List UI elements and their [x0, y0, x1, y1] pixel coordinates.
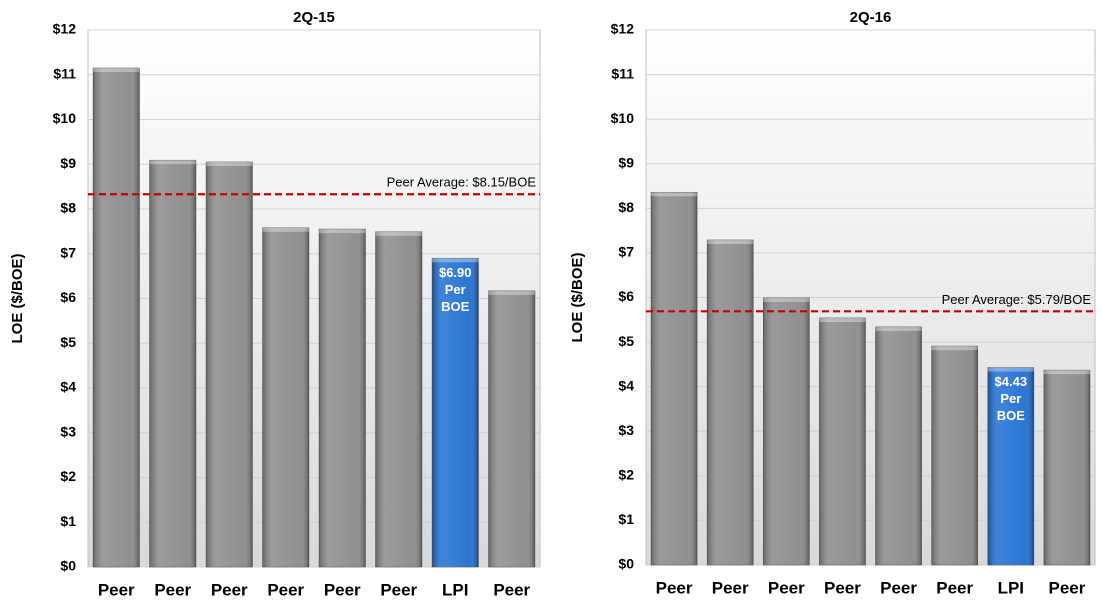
- x-tick-label: Peer: [154, 580, 191, 599]
- bar-shine: [1043, 370, 1090, 565]
- bar-cap: [707, 239, 754, 244]
- bar-shine: [432, 258, 479, 567]
- bar-shine: [707, 239, 754, 566]
- y-tick-label: $8: [618, 199, 634, 215]
- bar-cap: [819, 318, 866, 323]
- y-tick-label: $1: [60, 513, 76, 529]
- y-tick-label: $5: [60, 334, 76, 350]
- x-tick-label: Peer: [211, 580, 248, 599]
- bar-shine: [931, 346, 978, 565]
- y-tick-label: $9: [60, 155, 76, 171]
- y-tick-label: $3: [618, 422, 634, 438]
- x-tick-label: Peer: [824, 578, 861, 597]
- y-tick-label: $5: [618, 333, 634, 349]
- bar-cap: [93, 68, 140, 73]
- y-axis-label: LOE ($/BOE): [569, 252, 586, 342]
- bar-shine: [319, 229, 366, 567]
- bar-shine: [651, 192, 698, 566]
- bar-cap: [375, 231, 422, 236]
- value-label: $4.43 Per BOE: [994, 374, 1028, 424]
- x-tick-label: Peer: [98, 580, 135, 599]
- x-tick-label: Peer: [1049, 578, 1086, 597]
- bar-shine: [206, 162, 253, 567]
- bar-shine: [488, 290, 535, 567]
- x-tick-label: Peer: [712, 578, 749, 597]
- y-tick-label: $0: [60, 558, 76, 574]
- bar-cap: [987, 367, 1034, 372]
- y-tick-label: $7: [60, 244, 76, 260]
- bar-cap: [931, 346, 978, 351]
- y-axis-label: LOE ($/BOE): [9, 253, 26, 343]
- bar-cap: [319, 229, 366, 234]
- bar-cap: [875, 326, 922, 331]
- x-tick-label: Peer: [880, 578, 917, 597]
- value-label: $6.90 Per BOE: [438, 265, 472, 315]
- bar-shine: [262, 227, 309, 568]
- y-tick-label: $11: [53, 65, 76, 81]
- bar-shine: [875, 326, 922, 565]
- y-tick-label: $11: [611, 65, 634, 81]
- chart-title: 2Q-15: [293, 9, 335, 26]
- y-tick-label: $9: [618, 154, 634, 170]
- value-label-box: $4.43 Per BOE: [994, 374, 1028, 424]
- bar-cap: [488, 290, 535, 295]
- x-tick-label: Peer: [493, 580, 530, 599]
- y-tick-label: $10: [53, 110, 77, 126]
- y-tick-label: $2: [60, 468, 76, 484]
- y-tick-label: $0: [618, 556, 634, 572]
- bar-cap: [432, 258, 479, 263]
- y-tick-label: $12: [53, 21, 77, 37]
- y-tick-label: $2: [618, 467, 634, 483]
- bar-shine: [763, 297, 810, 565]
- value-label-box: $6.90 Per BOE: [438, 265, 472, 315]
- y-tick-label: $4: [60, 379, 76, 395]
- bar-shine: [987, 367, 1034, 565]
- bar-cap: [763, 297, 810, 302]
- reference-label: Peer Average: $8.15/BOE: [387, 175, 537, 190]
- bar-cap: [149, 160, 196, 165]
- x-tick-label: Peer: [380, 580, 417, 599]
- y-tick-label: $7: [618, 244, 634, 260]
- bar-shine: [819, 318, 866, 565]
- y-tick-label: $12: [611, 21, 635, 37]
- reference-label: Peer Average: $5.79/BOE: [942, 292, 1092, 307]
- bar-shine: [93, 68, 140, 567]
- x-tick-label: Peer: [768, 578, 805, 597]
- x-tick-label: LPI: [998, 578, 1024, 597]
- y-tick-label: $10: [611, 110, 635, 126]
- bar-cap: [651, 192, 698, 197]
- y-tick-label: $3: [60, 423, 76, 439]
- bar-shine: [149, 160, 196, 567]
- x-tick-label: Peer: [936, 578, 973, 597]
- y-tick-label: $4: [618, 377, 634, 393]
- y-tick-label: $8: [60, 200, 76, 216]
- chart-title: 2Q-16: [850, 9, 892, 26]
- y-tick-label: $1: [618, 511, 634, 527]
- bar-cap: [1043, 370, 1090, 375]
- x-tick-label: LPI: [442, 580, 468, 599]
- bar-shine: [375, 231, 422, 567]
- bar-cap: [262, 227, 309, 232]
- y-tick-label: $6: [618, 288, 634, 304]
- x-tick-label: Peer: [656, 578, 693, 597]
- y-tick-label: $6: [60, 289, 76, 305]
- bar-cap: [206, 162, 253, 167]
- x-tick-label: Peer: [324, 580, 361, 599]
- x-tick-label: Peer: [267, 580, 304, 599]
